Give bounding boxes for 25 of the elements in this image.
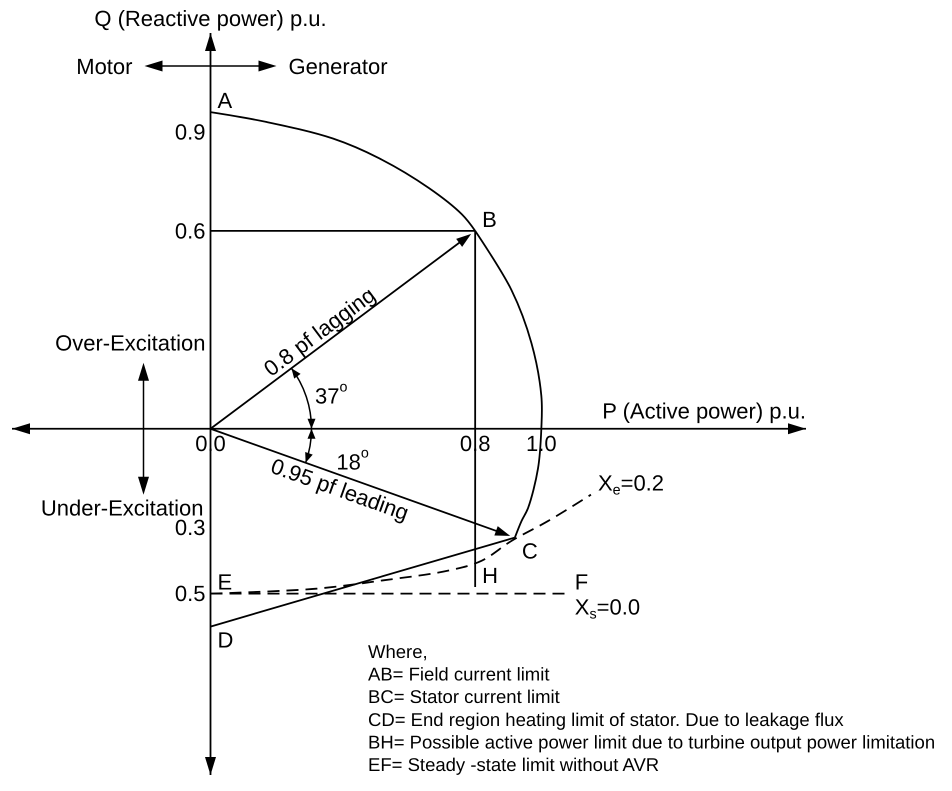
x-axis-title: P (Active power) p.u. [602, 398, 806, 424]
annotation: Over-Excitation [55, 330, 206, 356]
annotation: H [482, 562, 498, 588]
annotation: B [482, 206, 497, 232]
annotation: EF= Steady -state limit without AVR [368, 754, 660, 774]
annotation: A [218, 88, 232, 113]
y-axis-title: Q (Reactive power) p.u. [94, 6, 327, 30]
annotation: Motor [76, 54, 132, 78]
annotation: Where, [368, 640, 428, 662]
annotation: 37$^{o}$ [314, 379, 348, 408]
annotation: CD= End region heating limit of stator. Due to leakage flux [368, 708, 844, 730]
annotation: E [218, 569, 232, 594]
annotation: F [574, 569, 588, 594]
y-tick-label: 0.9 [174, 119, 206, 144]
y-tick-label: 0.5 [174, 581, 206, 606]
y-tick-label: 0.6 [174, 218, 206, 244]
annotation: 18$^{o}$ [336, 446, 369, 474]
annotation: Generator [288, 54, 388, 78]
annotation: BH= Possible active power limit due to turbine output power limitation [368, 730, 936, 752]
annotation: AB= Field current limit [368, 663, 550, 684]
annotation: X$_{s}$=0.0 [574, 594, 640, 623]
annotation: X$_{e}$=0.2 [598, 470, 664, 499]
annotation: C [522, 538, 538, 564]
annotation: BC= Stator current limit [368, 686, 560, 707]
annotation: D [218, 627, 234, 652]
